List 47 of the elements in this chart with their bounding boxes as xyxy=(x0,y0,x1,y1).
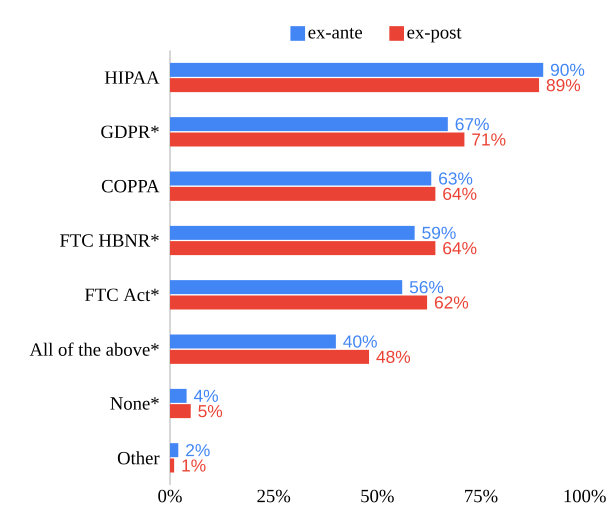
y-tick-label: GDPR* xyxy=(101,126,159,138)
y-tick-label: FTC Act* xyxy=(84,288,159,302)
x-tick-label: 75% xyxy=(465,490,498,502)
bar xyxy=(170,388,187,403)
bar xyxy=(170,117,448,132)
y-tick-label: FTC HBNR* xyxy=(60,234,159,247)
data-label: 89% xyxy=(546,79,580,92)
bar xyxy=(170,443,178,458)
data-label: 4% xyxy=(194,390,218,402)
data-label: 59% xyxy=(422,226,456,239)
data-label: 48% xyxy=(376,350,410,363)
bar xyxy=(170,280,402,294)
x-tick-label: 25% xyxy=(257,490,290,502)
data-label: 90% xyxy=(550,64,584,76)
data-label: 40% xyxy=(343,335,377,348)
y-tick-label: HIPAA xyxy=(104,71,160,84)
data-label: 56% xyxy=(410,281,444,294)
bar xyxy=(170,186,436,201)
bar xyxy=(170,62,544,77)
legend-label: ex-post xyxy=(407,28,462,42)
legend-label: ex-ante xyxy=(308,28,362,39)
data-label: 64% xyxy=(443,188,476,200)
data-label: 67% xyxy=(456,118,489,130)
x-tick-label: 100% xyxy=(564,490,606,502)
data-label: 62% xyxy=(434,296,468,309)
bar xyxy=(170,458,174,473)
data-label: 2% xyxy=(186,444,210,456)
data-label: 63% xyxy=(439,172,472,185)
y-tick-label: Other xyxy=(118,451,160,464)
x-tick-label: 50% xyxy=(361,490,394,502)
bar xyxy=(170,404,191,418)
bar xyxy=(170,78,540,92)
data-label: 71% xyxy=(472,133,506,146)
bar xyxy=(170,296,428,310)
x-tick-label: 0% xyxy=(158,490,182,502)
bar xyxy=(170,350,370,364)
bar xyxy=(170,226,415,240)
bar xyxy=(170,334,336,349)
y-tick-label: COPPA xyxy=(102,180,160,192)
data-label: 1% xyxy=(182,459,206,472)
data-label: 64% xyxy=(443,242,476,254)
y-tick-label: All of the above* xyxy=(30,342,159,356)
bar xyxy=(170,241,436,256)
bar xyxy=(170,132,464,147)
y-tick-label: None* xyxy=(110,397,159,410)
data-label: 5% xyxy=(198,405,222,418)
bar xyxy=(170,172,432,186)
